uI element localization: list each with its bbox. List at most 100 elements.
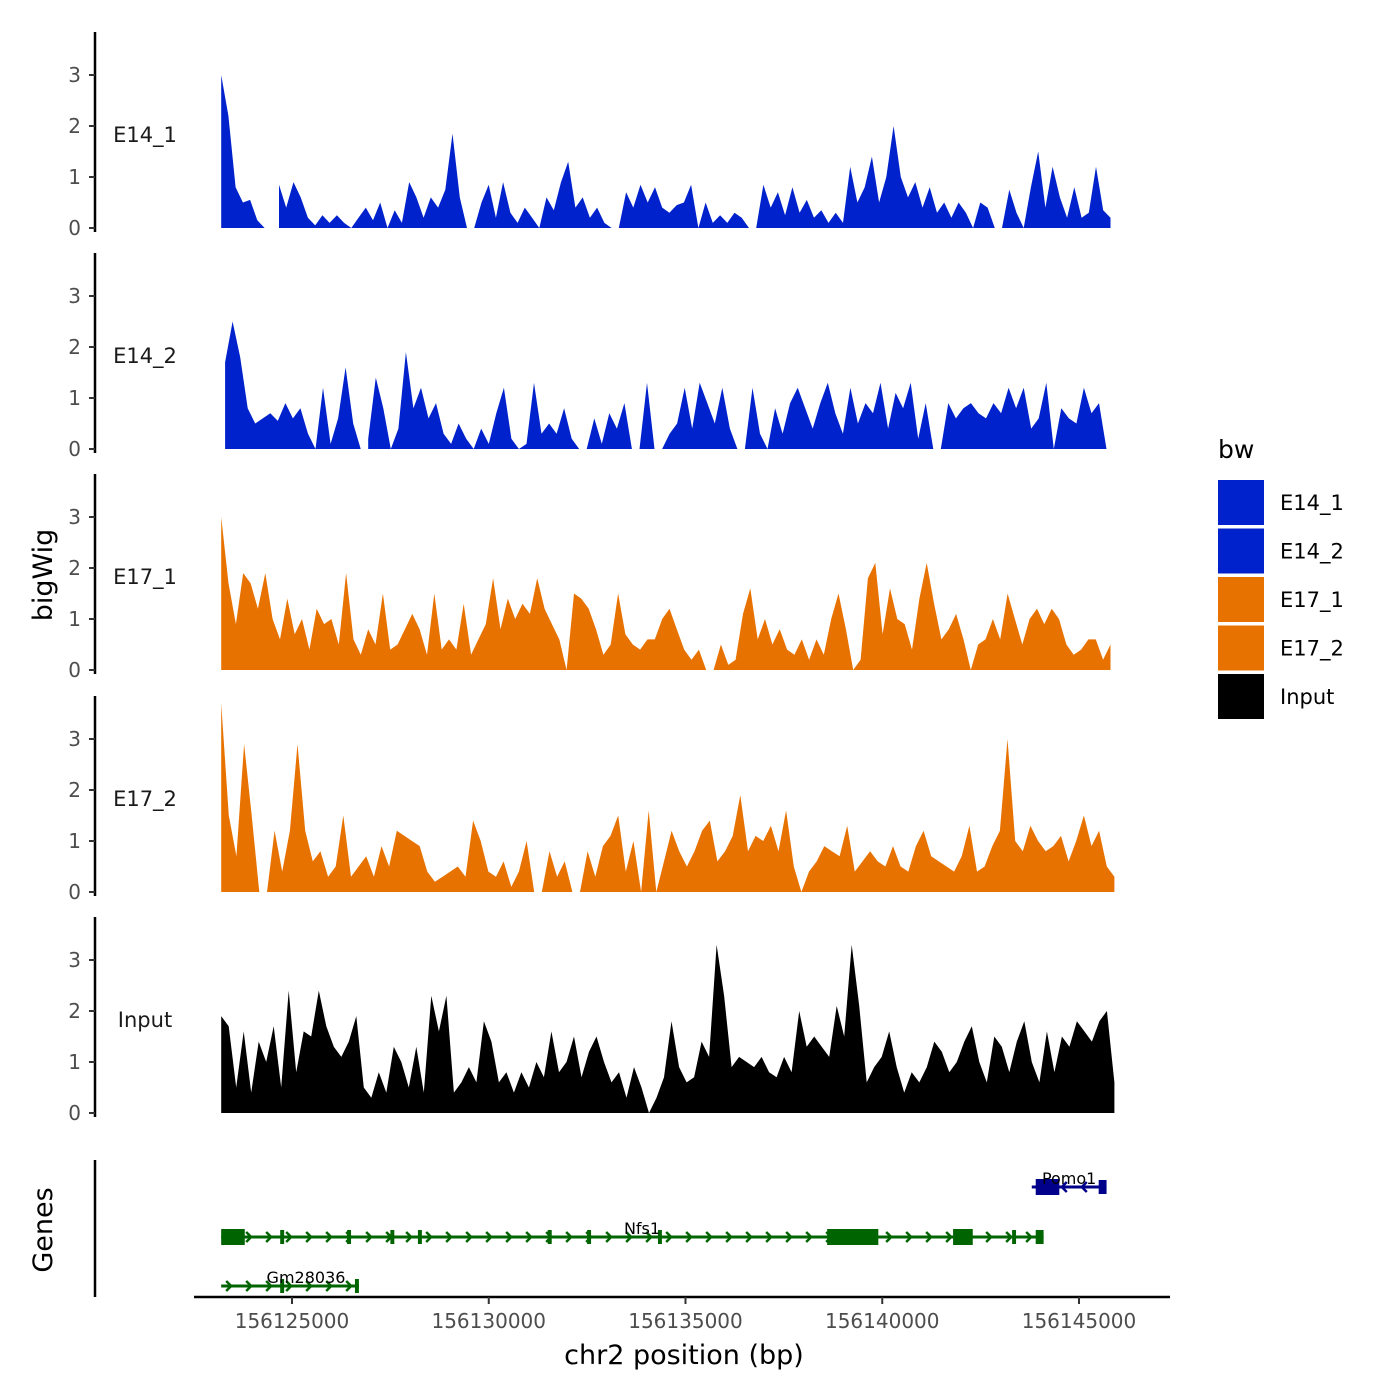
strand-arrow — [305, 1280, 313, 1292]
y-tick-label: 1 — [68, 165, 81, 189]
legend-label: E17_2 — [1280, 637, 1344, 662]
y-tick-label: 0 — [68, 1101, 81, 1125]
strand-arrow — [445, 1231, 453, 1243]
legend-label: E14_1 — [1280, 491, 1344, 516]
track-label: E14_1 — [113, 123, 177, 148]
x-axis: 156125000 156130000 156135000 156140000 1561… — [194, 1295, 1170, 1333]
exon — [390, 1230, 395, 1244]
gene-track: Pomo1 Nfs1 Gm28036 — [93, 1160, 1107, 1297]
strand-arrow — [485, 1231, 493, 1243]
gene-label: Pomo1 — [1042, 1169, 1096, 1188]
track-e14-2: 0 1 2 3 E14_2 — [68, 253, 1107, 461]
y-tick-label: 1 — [68, 386, 81, 410]
y-tick-label: 2 — [68, 114, 81, 138]
legend-swatch — [1218, 625, 1264, 671]
legend-label: E14_2 — [1280, 540, 1344, 565]
strand-arrow — [425, 1231, 433, 1243]
exon — [354, 1279, 359, 1293]
y-tick-label: 1 — [68, 1050, 81, 1074]
x-tick-label: 156130000 — [431, 1309, 546, 1333]
legend-swatch — [1218, 480, 1264, 525]
exon — [953, 1229, 973, 1245]
strand-arrow — [625, 1231, 633, 1243]
exon — [587, 1230, 592, 1244]
exon — [347, 1230, 352, 1244]
strand-arrow — [285, 1280, 293, 1292]
y-tick-label: 3 — [68, 63, 81, 87]
strand-arrow — [265, 1231, 273, 1243]
strand-arrow — [525, 1231, 533, 1243]
strand-arrow — [725, 1231, 733, 1243]
coverage-area-e17-2 — [221, 703, 1115, 892]
legend-swatch — [1218, 577, 1264, 622]
strand-arrow — [465, 1231, 473, 1243]
y-tick-label: 2 — [68, 778, 81, 802]
coverage-area-e14-1 — [221, 75, 1111, 228]
track-label: E17_2 — [113, 787, 177, 812]
gene-label: Nfs1 — [624, 1219, 660, 1238]
coverage-area-e17-1 — [221, 517, 1111, 670]
strand-arrow — [245, 1231, 253, 1243]
strand-arrow — [885, 1231, 893, 1243]
strand-arrow — [285, 1231, 293, 1243]
strand-arrow — [245, 1280, 253, 1292]
gene-rnmo1: Pomo1 — [1031, 1169, 1107, 1195]
exon — [280, 1230, 285, 1244]
y-tick-label: 2 — [68, 556, 81, 580]
strand-arrow — [1005, 1231, 1013, 1243]
track-e14-1: 0 1 2 3 E14_1 — [68, 32, 1111, 240]
y-tick-label: 3 — [68, 284, 81, 308]
track-e17-1: 0 1 2 3 E17_1 — [68, 474, 1111, 682]
genes-axis-title: Genes — [28, 1187, 59, 1272]
strand-arrow — [1060, 1181, 1068, 1193]
y-tick-label: 0 — [68, 216, 81, 240]
strand-arrow — [685, 1231, 693, 1243]
coverage-area-input — [221, 944, 1115, 1113]
y-tick-label: 0 — [68, 658, 81, 682]
strand-arrow — [645, 1231, 653, 1243]
y-tick-label: 3 — [68, 727, 81, 751]
x-axis-title: chr2 position (bp) — [564, 1340, 804, 1371]
strand-arrow — [325, 1280, 333, 1292]
y-axis-title: bigWig — [28, 529, 59, 622]
strand-arrow — [945, 1231, 953, 1243]
exon — [547, 1230, 552, 1244]
y-tick-label: 1 — [68, 829, 81, 853]
strand-arrow — [505, 1231, 513, 1243]
y-tick-label: 1 — [68, 607, 81, 631]
strand-arrow — [925, 1231, 933, 1243]
strand-arrow — [785, 1231, 793, 1243]
strand-arrow — [325, 1231, 333, 1243]
x-tick-label: 156145000 — [1022, 1309, 1137, 1333]
x-tick-label: 156135000 — [628, 1309, 743, 1333]
strand-arrow — [665, 1231, 673, 1243]
track-label: E17_1 — [113, 565, 177, 590]
gene-nfs1: Nfs1 — [221, 1219, 1044, 1245]
exon — [417, 1230, 422, 1244]
gene-gm28036: Gm28036 — [221, 1268, 359, 1293]
y-tick-label: 2 — [68, 999, 81, 1023]
legend-swatch — [1218, 674, 1264, 719]
coverage-tracks: 0 1 2 3 E14_1 0 1 2 3 E14_2 0 1 2 3 E17_1 0 1 2 3 E17_2 0 1 2 3… — [68, 32, 1115, 1125]
strand-arrow — [805, 1231, 813, 1243]
y-tick-label: 0 — [68, 437, 81, 461]
strand-arrow — [985, 1231, 993, 1243]
y-tick-label: 0 — [68, 880, 81, 904]
strand-arrow — [605, 1231, 613, 1243]
track-input: 0 1 2 3 Input — [68, 917, 1115, 1125]
strand-arrow — [765, 1231, 773, 1243]
strand-arrow — [265, 1280, 273, 1292]
strand-arrow — [365, 1231, 373, 1243]
strand-arrow — [1080, 1181, 1088, 1193]
x-tick-label: 156125000 — [235, 1309, 350, 1333]
track-label: Input — [118, 1008, 172, 1032]
strand-arrow — [1025, 1231, 1033, 1243]
exon — [1098, 1180, 1107, 1194]
track-e17-2: 0 1 2 3 E17_2 — [68, 696, 1115, 904]
y-tick-label: 3 — [68, 948, 81, 972]
exon — [221, 1229, 245, 1245]
legend-title: bw — [1218, 435, 1254, 464]
track-label: E14_2 — [113, 344, 177, 369]
strand-arrow — [745, 1231, 753, 1243]
